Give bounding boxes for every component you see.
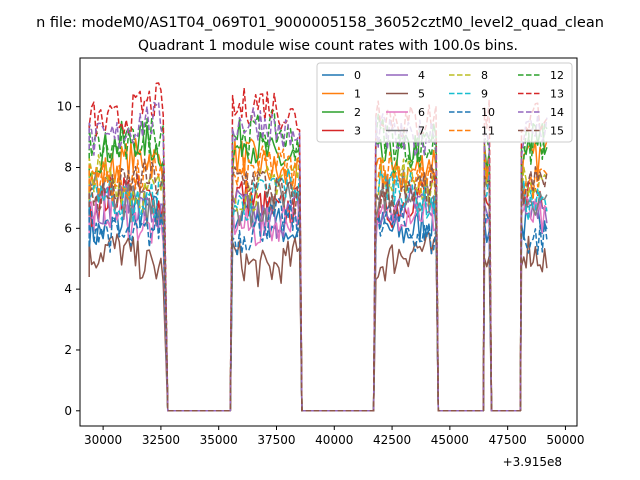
series-line-8 <box>88 154 548 412</box>
legend-label-9: 9 <box>481 88 488 101</box>
x-tick-label: 37500 <box>257 433 295 447</box>
legend-label-14: 14 <box>550 106 564 119</box>
x-tick-label: 35000 <box>200 433 238 447</box>
y-tick-label: 2 <box>64 343 72 357</box>
legend-label-12: 12 <box>550 69 564 82</box>
chart-suptitle: n file: modeM0/AS1T04_069T01_9000005158_… <box>36 15 604 31</box>
x-offset-label: +3.915e8 <box>503 455 562 469</box>
legend-label-10: 10 <box>481 106 495 119</box>
y-tick-label: 10 <box>57 100 72 114</box>
y-tick-label: 0 <box>64 404 72 418</box>
legend-label-13: 13 <box>550 88 564 101</box>
legend-label-7: 7 <box>418 125 425 138</box>
y-tick-label: 8 <box>64 160 72 174</box>
y-tick-label: 4 <box>64 282 72 296</box>
legend-label-8: 8 <box>481 69 488 82</box>
plot-frame <box>79 57 578 427</box>
series-line-15 <box>88 158 548 412</box>
series-line-14 <box>88 101 548 412</box>
legend-label-2: 2 <box>354 106 361 119</box>
y-axis: 0 2 4 6 8 10 <box>57 100 80 418</box>
x-tick-label: 45000 <box>431 433 469 447</box>
legend-label-15: 15 <box>550 125 564 138</box>
x-tick-label: 30000 <box>84 433 122 447</box>
legend-label-11: 11 <box>481 125 495 138</box>
x-tick-label: 42500 <box>373 433 411 447</box>
chart-title: Quadrant 1 module wise count rates with … <box>138 38 518 54</box>
series-layer <box>88 82 548 412</box>
x-axis: 30000 32500 35000 37500 40000 42500 45000 47500… <box>84 426 585 447</box>
series-line-10 <box>88 198 548 412</box>
legend-box <box>316 62 573 143</box>
y-tick-label: 6 <box>64 221 72 235</box>
x-tick-label: 40000 <box>315 433 353 447</box>
x-tick-label: 47500 <box>489 433 527 447</box>
legend-label-1: 1 <box>354 88 361 101</box>
x-tick-label: 50000 <box>546 433 584 447</box>
legend-label-3: 3 <box>354 125 361 138</box>
legend-label-5: 5 <box>418 88 425 101</box>
legend-label-0: 0 <box>354 69 361 82</box>
x-tick-label: 32500 <box>142 433 180 447</box>
legend-label-4: 4 <box>418 69 425 82</box>
legend-label-6: 6 <box>418 106 425 119</box>
